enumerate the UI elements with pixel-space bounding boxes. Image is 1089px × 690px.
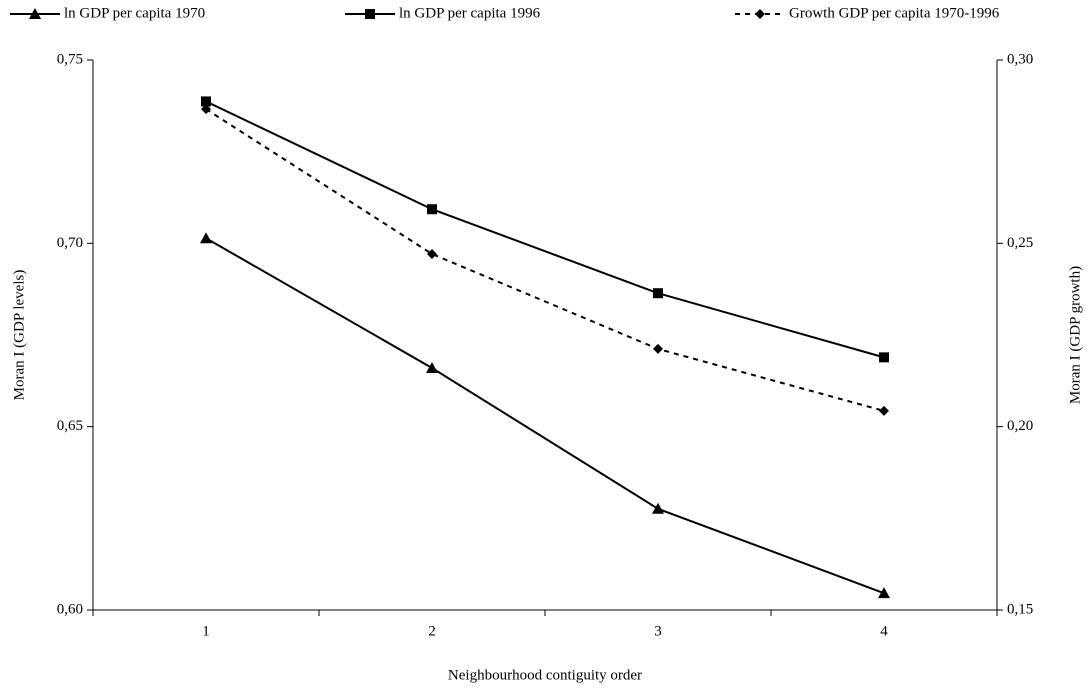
y2-tick-label: 0,15: [1007, 601, 1033, 617]
x-tick-label: 3: [654, 623, 662, 639]
y-tick-label: 0,65: [57, 418, 83, 434]
legend-label: ln GDP per capita 1996: [399, 5, 541, 21]
x-tick-label: 4: [880, 623, 888, 639]
x-tick-label: 2: [428, 623, 436, 639]
y-tick-label: 0,60: [57, 601, 83, 617]
y2-tick-label: 0,20: [1007, 418, 1033, 434]
point: [427, 248, 437, 259]
point: [427, 204, 437, 215]
y-axis-title: Moran I (GDP levels): [11, 270, 27, 401]
y-tick-label: 0,70: [57, 235, 83, 251]
point: [652, 502, 664, 514]
point: [653, 288, 663, 299]
point: [201, 104, 211, 115]
legend-marker: [29, 8, 41, 19]
legend-label: Growth GDP per capita 1970-1996: [789, 5, 1000, 21]
point: [200, 232, 212, 244]
point: [653, 343, 663, 354]
point: [879, 352, 889, 363]
y2-tick-label: 0,30: [1007, 51, 1033, 67]
series-line: [205, 237, 885, 595]
x-axis-title: Neighbourhood contiguity order: [448, 667, 642, 683]
series-line: [205, 108, 885, 412]
point: [201, 96, 211, 107]
x-tick-label: 1: [202, 623, 210, 639]
legend-label: ln GDP per capita 1970: [64, 5, 205, 21]
y-tick-label: 0,75: [57, 51, 83, 67]
y2-tick-label: 0,25: [1007, 235, 1033, 251]
point: [426, 362, 438, 373]
legend-marker: [365, 9, 375, 19]
point: [878, 587, 890, 599]
point: [879, 405, 889, 416]
series-line: [205, 100, 885, 359]
legend-marker: [755, 9, 765, 19]
y2-axis-title: Moran I (GDP growth): [1067, 266, 1083, 404]
